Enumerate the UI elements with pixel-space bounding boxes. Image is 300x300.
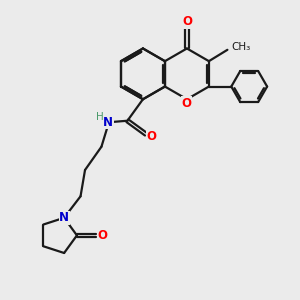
Text: N: N — [103, 116, 113, 129]
Text: O: O — [182, 15, 192, 28]
Text: CH₃: CH₃ — [231, 42, 250, 52]
Text: O: O — [181, 97, 191, 110]
Text: O: O — [97, 229, 107, 242]
Text: O: O — [146, 130, 156, 143]
Text: N: N — [59, 211, 69, 224]
Text: H: H — [96, 112, 104, 122]
